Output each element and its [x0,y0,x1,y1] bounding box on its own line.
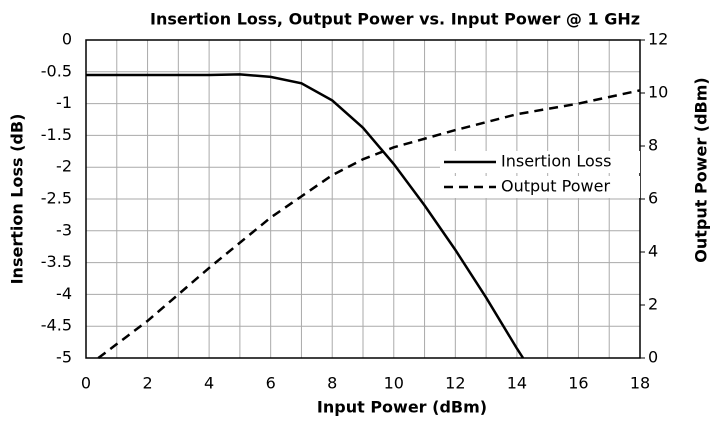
x-tick-label: 14 [507,374,527,393]
line-series [97,89,641,359]
y2-tick-label: 8 [648,136,658,155]
y2-axis-label: Output Power (dBm) [692,77,711,262]
y-tick-label: 0 [62,30,72,49]
legend-label: Insertion Loss [501,152,611,171]
x-tick-label: 16 [568,374,588,393]
legend-bg [440,176,640,198]
y2-tick-label: 0 [648,348,658,367]
legend-bg [440,151,640,173]
y-tick-label: -4.5 [41,316,72,335]
y2-tick-label: 2 [648,295,658,314]
y2-tick-label: 10 [648,83,668,102]
x-tick-label: 18 [630,374,650,393]
y-tick-label: -0.5 [41,61,72,80]
y-tick-label: -1.5 [41,125,72,144]
y2-tick-label: 12 [648,30,668,49]
plot-frame [85,39,641,359]
x-tick-label: 10 [384,374,404,393]
x-tick-label: 6 [266,374,276,393]
y2-tick-label: 6 [648,189,658,208]
y-tick-label: -1 [56,93,72,112]
y-tick-label: -2.5 [41,189,72,208]
x-tick-label: 4 [204,374,214,393]
y-tick-label: -3.5 [41,252,72,271]
y-axis-label: Insertion Loss (dB) [8,114,27,285]
x-tick-label: 12 [445,374,465,393]
y-tick-label: -3 [56,220,72,239]
y-tick-label: -5 [56,348,72,367]
x-tick-label: 2 [142,374,152,393]
y2-tick-label: 4 [648,242,658,261]
x-tick-label: 0 [81,374,91,393]
line-series [86,73,525,359]
y-tick-label: -4 [56,284,72,303]
x-axis-label: Input Power (dBm) [317,398,487,417]
x-tick-label: 8 [327,374,337,393]
chart-title: Insertion Loss, Output Power vs. Input P… [150,10,640,29]
y-tick-label: -2 [56,157,72,176]
legend-label: Output Power [501,177,610,196]
